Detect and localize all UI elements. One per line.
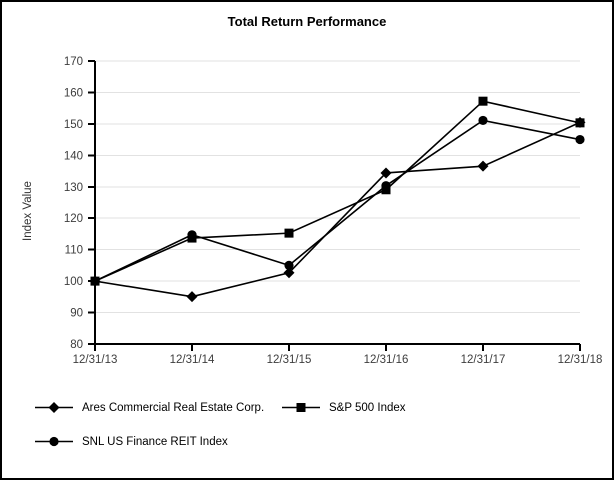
series-0 [89,116,586,303]
y-tick-label: 100 [64,276,83,288]
y-tick-label: 110 [65,245,83,257]
y-tick-label: 140 [64,150,83,162]
y-tick-label: 130 [64,182,83,194]
x-tick-label: 12/31/15 [267,354,312,366]
series-2 [90,115,585,286]
y-tick-label: 90 [70,308,83,320]
diamond-data-point [380,167,392,179]
circle-data-point [575,134,585,145]
square-data-point [478,96,488,106]
diamond-data-point [186,291,198,303]
y-tick-label: 120 [64,213,83,225]
legend-item-label: S&P 500 Index [329,401,406,414]
legend-item-sp500: S&P 500 Index [282,401,406,414]
circle-marker-icon [35,436,73,447]
diamond-data-point [477,160,489,172]
diamond-legend-marker [48,402,60,413]
square-legend-marker [296,403,306,412]
x-tick-label: 12/31/17 [461,354,506,366]
x-tick-label: 12/31/18 [558,354,603,366]
tick-labels: 80 90 100 110 120 130 140 150 160 170 12/31/13 12/3… [64,56,603,366]
y-tick-label: 80 [70,339,83,351]
circle-data-point [478,115,488,126]
axes [88,60,581,351]
y-tick-label: 150 [64,119,83,131]
legend-item-snl: SNL US Finance REIT Index [35,435,228,448]
x-tick-label: 12/31/14 [170,354,215,366]
diamond-data-point [89,275,101,287]
circle-data-point [284,260,294,270]
diamond-data-point [283,267,295,279]
y-tick-label: 160 [64,87,83,99]
legend-item-label: SNL US Finance REIT Index [82,435,228,448]
legend-item-ares: Ares Commercial Real Estate Corp. [35,401,264,414]
square-data-point [381,185,391,195]
diamond-data-point [574,116,586,128]
gridlines [95,60,580,314]
square-data-point [187,233,197,243]
square-data-point [284,228,294,238]
diamond-marker-icon [35,402,73,413]
circle-legend-marker [49,436,59,447]
x-tick-label: 12/31/13 [73,354,118,366]
chart-title: Total Return Performance [227,14,387,29]
legend-item-label: Ares Commercial Real Estate Corp. [82,401,265,414]
x-tick-label: 12/31/16 [364,354,409,366]
y-tick-label: 170 [64,56,83,68]
square-marker-icon [282,403,320,412]
